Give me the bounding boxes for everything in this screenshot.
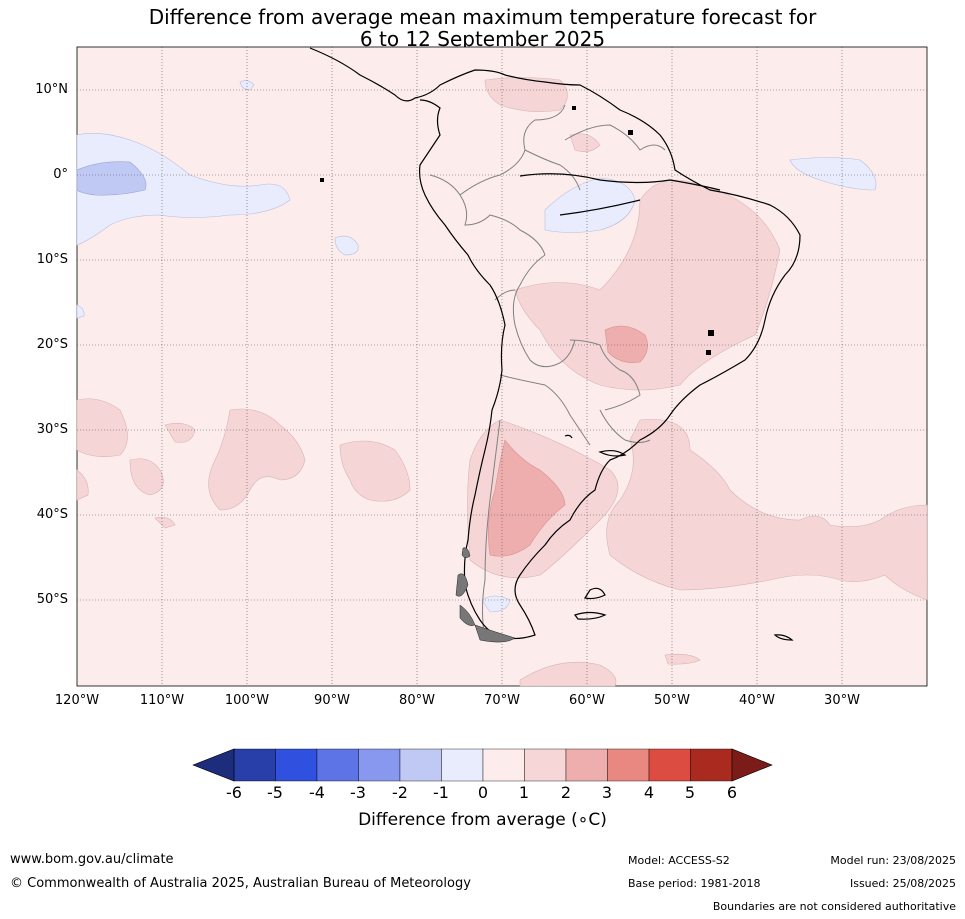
colorbar-segment xyxy=(690,748,733,782)
colorbar-segment xyxy=(565,748,608,782)
lat-label-40s: 40°S xyxy=(36,507,68,522)
model-text: Model: ACCESS-S2 xyxy=(628,854,730,867)
colorbar-tick-3: 3 xyxy=(601,783,613,802)
southern-islands xyxy=(455,547,516,643)
colorbar-tick-2: 2 xyxy=(560,783,572,802)
colorbar-tick-4: 4 xyxy=(643,783,655,802)
model-run-text: Model run: 23/08/2025 xyxy=(830,854,956,867)
anomaly-minus-2-to-minus-1-areas xyxy=(76,161,147,196)
map-title-line-2: 6 to 12 September 2025 xyxy=(359,27,606,51)
colorbar-under-arrow xyxy=(192,748,235,782)
issued-text: Issued: 25/08/2025 xyxy=(849,877,956,890)
small-islands xyxy=(320,106,714,355)
lon-label-110w: 110°W xyxy=(139,693,185,708)
lon-label-30w: 30°W xyxy=(824,693,860,708)
colorbar-tick--3: -3 xyxy=(350,783,366,802)
colorbar-tick--4: -4 xyxy=(309,783,325,802)
colorbar-tick--5: -5 xyxy=(267,783,283,802)
base-period-text: Base period: 1981-2018 xyxy=(628,877,761,890)
colorbar-tick-5: 5 xyxy=(684,783,696,802)
lat-label-0: 0° xyxy=(53,167,68,182)
website-link[interactable]: www.bom.gov.au/climate xyxy=(10,852,174,867)
colorbar-segment xyxy=(358,748,401,782)
colorbar-tick--6: -6 xyxy=(226,783,242,802)
lat-label-30s: 30°S xyxy=(36,422,68,437)
graticule xyxy=(77,47,927,686)
colorbar-segment xyxy=(482,748,525,782)
lon-label-120w: 120°W xyxy=(54,693,100,708)
colorbar-tick-6: 6 xyxy=(726,783,738,802)
colorbar-segment xyxy=(233,748,276,782)
lon-label-70w: 70°W xyxy=(484,693,520,708)
lon-label-40w: 40°W xyxy=(739,693,775,708)
copyright-text: © Commonwealth of Australia 2025, Austra… xyxy=(10,876,471,891)
colorbar-tick--1: -1 xyxy=(433,783,449,802)
disclaimer-text: Boundaries are not considered authoritat… xyxy=(712,900,956,913)
colorbar-segment xyxy=(524,748,567,782)
lon-label-90w: 90°W xyxy=(314,693,350,708)
lon-label-50w: 50°W xyxy=(654,693,690,708)
map-title-line-1: Difference from average mean maximum tem… xyxy=(148,5,817,29)
colorbar xyxy=(192,748,773,782)
colorbar-segment xyxy=(441,748,484,782)
colorbar-segment xyxy=(316,748,359,782)
coastlines xyxy=(309,47,801,641)
lon-label-60w: 60°W xyxy=(569,693,605,708)
country-borders xyxy=(429,104,666,641)
colorbar-tick-1: 1 xyxy=(518,783,530,802)
lon-label-80w: 80°W xyxy=(399,693,435,708)
anomaly-minus-1-to-0-areas xyxy=(76,80,877,613)
lat-label-50s: 50°S xyxy=(36,592,68,607)
lon-label-100w: 100°W xyxy=(224,693,270,708)
colorbar-segment xyxy=(275,748,318,782)
colorbar-segment xyxy=(607,748,650,782)
colorbar-segment xyxy=(648,748,691,782)
colorbar-tick--2: -2 xyxy=(392,783,408,802)
colorbar-segment xyxy=(399,748,442,782)
lat-label-20s: 20°S xyxy=(36,337,68,352)
lat-label-10n: 10°N xyxy=(35,82,68,97)
colorbar-over-arrow xyxy=(731,748,773,782)
lat-label-10s: 10°S xyxy=(36,252,68,267)
anomaly-2-to-3-areas xyxy=(488,325,648,557)
colorbar-tick-0: 0 xyxy=(477,783,489,802)
colorbar-title: Difference from average (∘C) xyxy=(358,810,607,830)
